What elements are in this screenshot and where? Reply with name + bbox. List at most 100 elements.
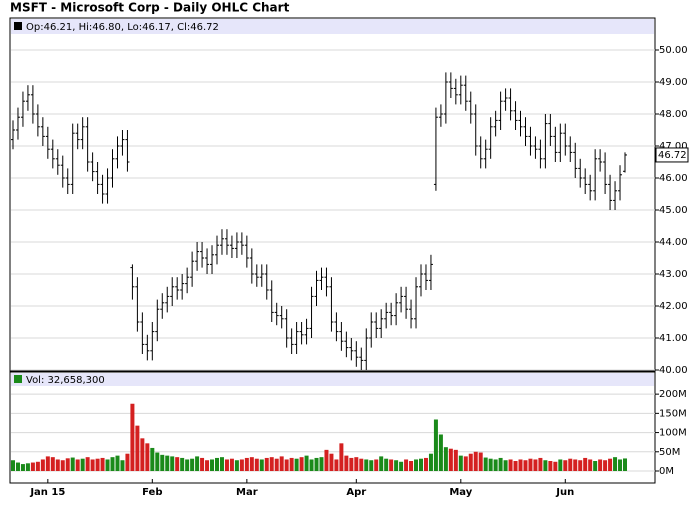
volume-bar	[175, 457, 180, 471]
volume-bar	[483, 457, 488, 471]
volume-bar	[369, 460, 374, 471]
ohlc-legend: Op:46.21, Hi:46.80, Lo:46.17, Cl:46.72	[26, 22, 219, 33]
volume-bar	[533, 459, 538, 471]
volume-bar	[224, 459, 229, 471]
x-tick-label: Mar	[236, 487, 258, 498]
x-tick-label: Apr	[346, 487, 366, 498]
volume-bar	[339, 443, 344, 471]
volume-bar	[573, 459, 578, 471]
volume-bar	[399, 461, 404, 471]
volume-bar	[558, 459, 563, 471]
volume-bar	[269, 457, 274, 471]
volume-bar	[319, 457, 324, 471]
volume-bar	[498, 457, 503, 471]
volume-bar	[508, 459, 513, 471]
volume-bar	[279, 456, 284, 471]
volume-tick-label: 50M	[659, 447, 680, 458]
volume-bar	[40, 459, 45, 471]
volume-bar	[384, 458, 389, 471]
volume-bar	[423, 457, 428, 471]
volume-bar	[314, 457, 319, 471]
volume-bar	[468, 453, 473, 471]
volume-bar	[205, 460, 210, 471]
volume-bar	[448, 448, 453, 471]
volume-bar	[115, 455, 120, 471]
volume-bar	[50, 457, 55, 471]
y-tick-label: 46.00	[659, 173, 688, 184]
volume-bar	[309, 459, 314, 471]
volume-bar	[264, 457, 269, 471]
volume-bar	[568, 458, 573, 471]
volume-bar	[299, 457, 304, 471]
volume-bar	[35, 461, 40, 471]
volume-bar	[210, 459, 215, 471]
volume-bar	[185, 459, 190, 471]
volume-bar	[289, 457, 294, 471]
volume-tick-label: 0M	[659, 466, 674, 477]
volume-bar	[488, 458, 493, 471]
volume-bar	[389, 459, 394, 471]
volume-bar	[30, 462, 35, 471]
volume-bar	[304, 455, 309, 471]
volume-bar	[259, 459, 264, 471]
chart-title: MSFT - Microsoft Corp - Daily OHLC Chart	[10, 1, 290, 15]
volume-bar	[583, 457, 588, 471]
volume-bar	[195, 456, 200, 471]
volume-tick-label: 200M	[659, 389, 687, 400]
volume-bar	[105, 459, 110, 471]
volume-bar	[324, 449, 329, 471]
volume-bar	[239, 459, 244, 471]
y-tick-label: 41.00	[659, 333, 688, 344]
volume-bar	[254, 458, 259, 471]
volume-bar	[180, 457, 185, 471]
price-panel	[9, 17, 656, 372]
volume-bar	[65, 458, 70, 471]
volume-bar	[603, 460, 608, 471]
volume-bar	[135, 425, 140, 471]
volume-bar	[60, 460, 65, 471]
volume-bar	[608, 458, 613, 471]
volume-bar	[160, 454, 165, 471]
volume-bar	[274, 458, 279, 471]
volume-bar	[90, 459, 95, 471]
volume-bar	[25, 463, 30, 471]
volume-legend-strip	[11, 373, 654, 386]
volume-bar	[354, 457, 359, 471]
volume-bar	[155, 452, 160, 471]
volume-bar	[428, 453, 433, 471]
volume-bar	[165, 455, 170, 471]
y-tick-label: 50.00	[659, 45, 688, 56]
volume-bar	[100, 457, 105, 471]
volume-bar	[458, 455, 463, 471]
volume-bar	[548, 461, 553, 471]
volume-bar	[528, 458, 533, 471]
volume-bar	[409, 461, 414, 471]
volume-bar	[219, 457, 224, 471]
volume-bar	[513, 461, 518, 471]
volume-bar	[578, 460, 583, 471]
x-tick-label: Feb	[142, 487, 162, 498]
volume-bar	[11, 460, 15, 471]
last-price-label: 46.72	[658, 150, 687, 161]
volume-bar	[364, 459, 369, 471]
volume-bar	[453, 449, 458, 471]
volume-bar	[130, 403, 135, 471]
x-tick-label: Jan 15	[29, 487, 65, 498]
volume-bar	[294, 458, 299, 471]
volume-bar	[623, 458, 627, 471]
volume-bar	[438, 434, 443, 471]
volume-bar	[349, 457, 354, 471]
y-tick-label: 47.00	[659, 141, 688, 152]
volume-bar	[170, 456, 175, 471]
volume-bar	[404, 459, 409, 471]
volume-bar	[140, 438, 145, 471]
volume-bar	[379, 456, 384, 471]
volume-bar	[234, 460, 239, 471]
volume-bar	[200, 457, 205, 471]
volume-bar	[70, 457, 75, 471]
y-tick-label: 42.00	[659, 301, 688, 312]
volume-bar	[523, 460, 528, 471]
volume-tick-label: 100M	[659, 428, 687, 439]
volume-bar	[478, 452, 483, 471]
